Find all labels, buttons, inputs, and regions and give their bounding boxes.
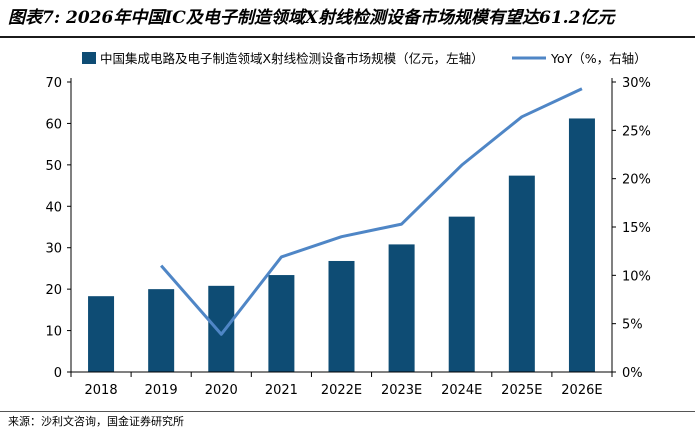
bar-2022E <box>328 260 355 372</box>
bar-2024E <box>448 216 475 372</box>
right-tick-label: 10% <box>622 269 651 284</box>
left-tick-label: 30 <box>45 242 62 257</box>
bar-2018 <box>88 296 115 372</box>
right-tick-label: 25% <box>622 124 651 139</box>
x-tick-label: 2025E <box>501 383 542 398</box>
left-tick-label: 70 <box>45 76 62 91</box>
chart-title: 图表7: 2026年中国IC及电子制造领域X射线检测设备市场规模有望达61.2亿… <box>8 8 615 28</box>
x-tick-label: 2020 <box>205 383 238 398</box>
source-note: 来源：沙利文咨询，国金证券研究所 <box>8 415 184 428</box>
x-tick-label: 2021 <box>265 383 298 398</box>
right-tick-label: 5% <box>622 318 643 333</box>
line-series <box>160 87 583 336</box>
source-divider <box>0 411 695 412</box>
x-tick-label: 2022E <box>321 383 362 398</box>
right-tick-label: 20% <box>622 173 651 188</box>
right-tick-label: 30% <box>622 76 651 91</box>
bar-2021 <box>268 275 295 372</box>
right-tick-label: 0% <box>622 366 643 381</box>
yoy-line <box>160 87 583 336</box>
legend-label-bar: 中国集成电路及电子制造领域X射线检测设备市场规模（亿元，左轴） <box>100 51 484 66</box>
left-tick-label: 50 <box>45 159 62 174</box>
axes: 0 10 20 30 40 50 60 70 0% 5% 10% 15% 20% 25% 30% 2018 20… <box>45 76 650 398</box>
left-tick-label: 10 <box>45 325 62 340</box>
bar-2026E <box>568 118 595 372</box>
bar-2020 <box>208 285 235 372</box>
title-divider <box>0 36 695 38</box>
left-tick-label: 40 <box>45 200 62 215</box>
left-tick-label: 60 <box>45 117 62 132</box>
left-tick-label: 20 <box>45 283 62 298</box>
x-tick-label: 2018 <box>85 383 118 398</box>
bar-series <box>88 118 595 372</box>
legend-swatch-bar <box>82 52 96 64</box>
chart-svg: 中国集成电路及电子制造领域X射线检测设备市场规模（亿元，左轴） YoY（%，右轴）… <box>45 51 650 398</box>
legend: 中国集成电路及电子制造领域X射线检测设备市场规模（亿元，左轴） YoY（%，右轴） <box>82 51 647 66</box>
x-tick-label: 2024E <box>441 383 482 398</box>
x-tick-label: 2019 <box>145 383 178 398</box>
x-tick-label: 2023E <box>381 383 422 398</box>
bar-2025E <box>508 175 535 372</box>
bar-2023E <box>388 244 415 372</box>
bar-2019 <box>148 289 175 372</box>
legend-label-line: YoY（%，右轴） <box>550 51 647 66</box>
left-tick-label: 0 <box>54 366 62 381</box>
x-tick-label: 2026E <box>561 383 602 398</box>
right-tick-label: 15% <box>622 221 651 236</box>
